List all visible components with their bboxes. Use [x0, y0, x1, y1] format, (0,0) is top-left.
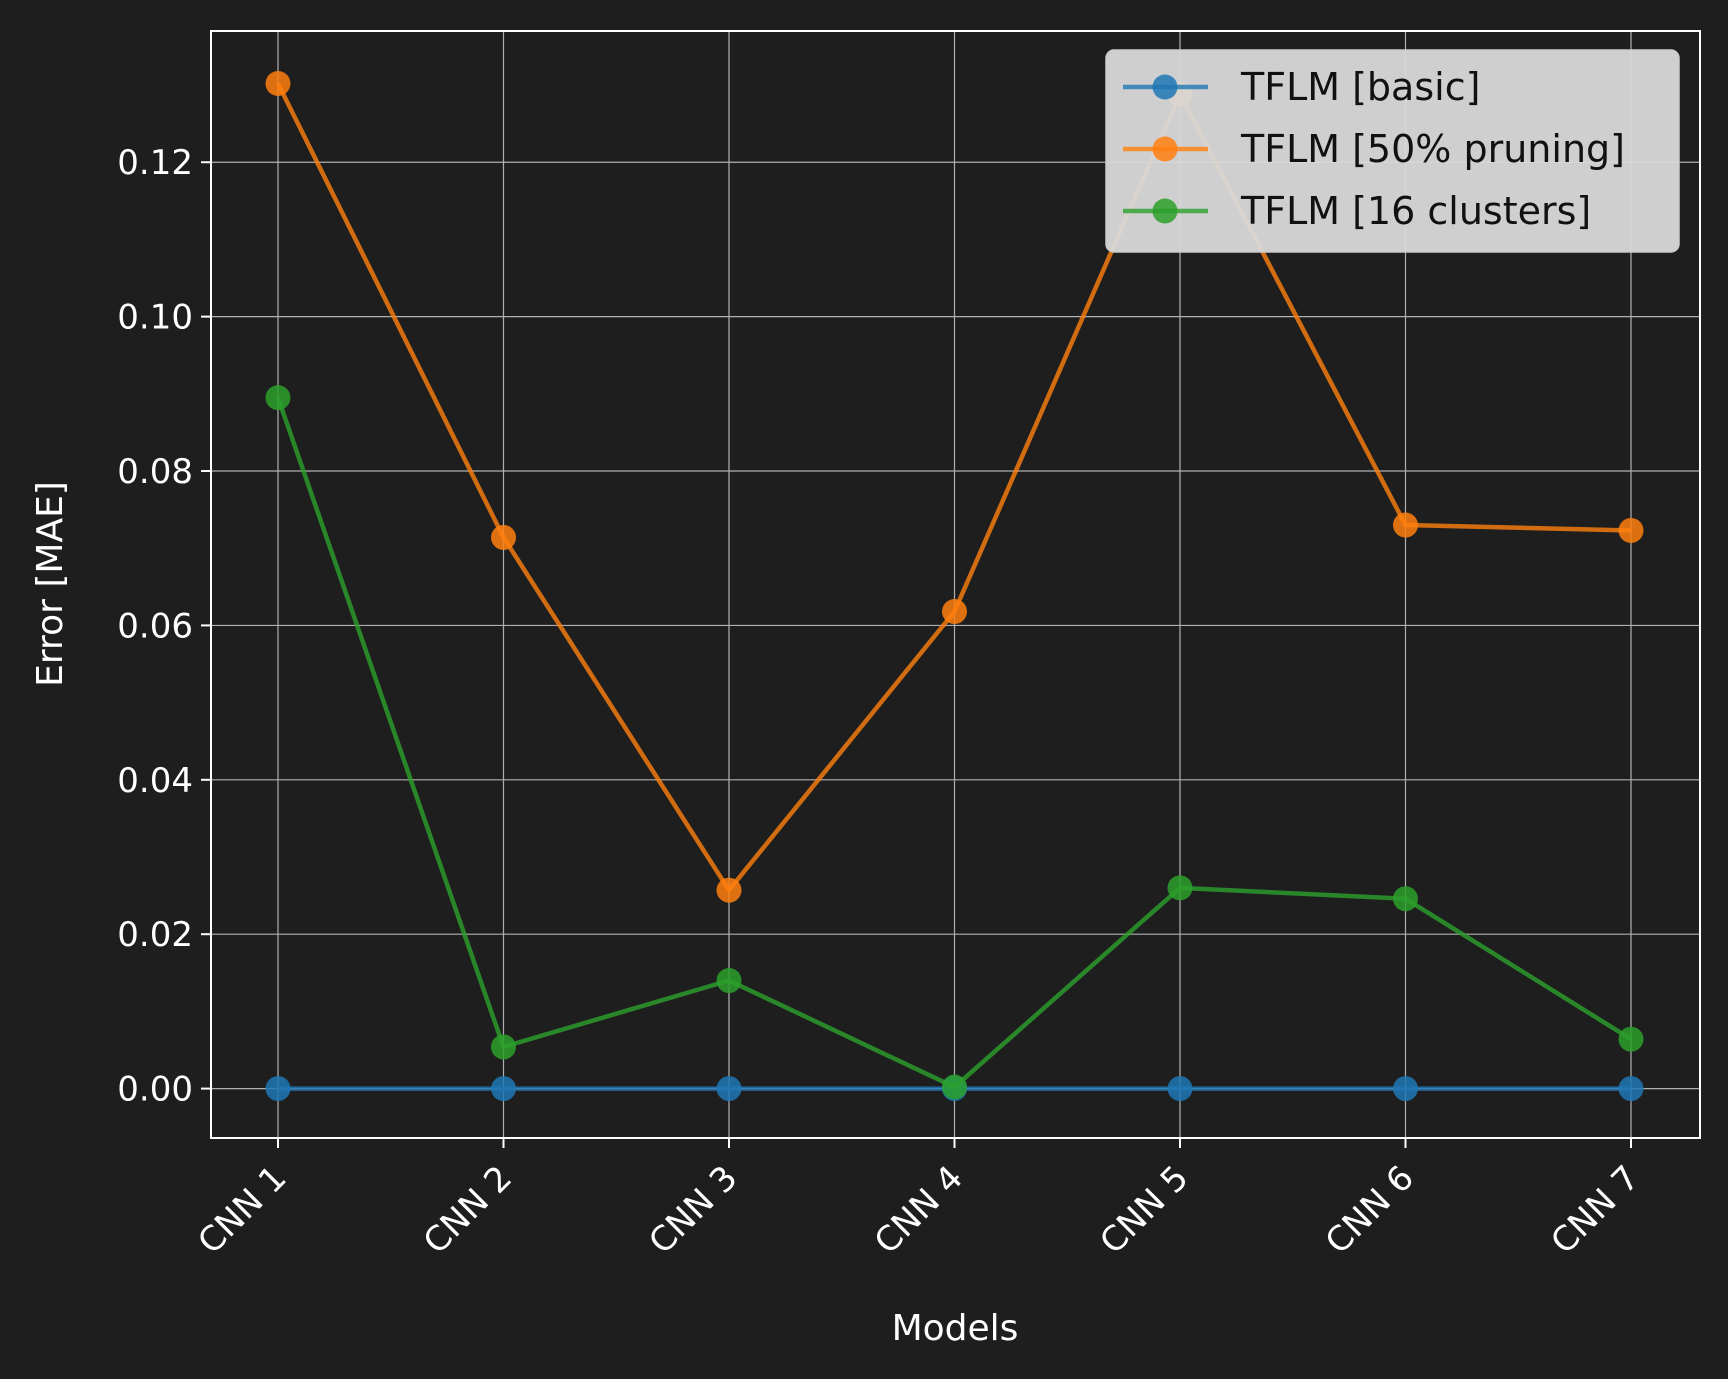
y-tick-label: 0.06 — [117, 606, 193, 646]
data-point — [491, 524, 516, 550]
y-tick-label: 0.12 — [117, 143, 193, 183]
data-point — [716, 1076, 742, 1102]
y-tick-label: 0.00 — [117, 1070, 193, 1110]
legend-label: TFLM [50% pruning] — [1240, 127, 1625, 171]
legend-marker — [1152, 136, 1178, 162]
x-axis-label: Models — [892, 1308, 1019, 1349]
grid — [211, 31, 1700, 1138]
series-2 — [265, 385, 1644, 1100]
data-point — [1393, 512, 1418, 538]
data-point — [1618, 1026, 1644, 1052]
legend-entry: TFLM [50% pruning] — [1123, 127, 1625, 171]
legend-entry: TFLM [16 clusters] — [1123, 189, 1591, 233]
y-axis-label: Error [MAE] — [30, 481, 71, 687]
y-tick-label: 0.08 — [117, 452, 193, 492]
y-tick-label: 0.10 — [117, 298, 193, 338]
legend-marker — [1152, 74, 1178, 100]
legend: TFLM [basic] TFLM [50% pruning] TFLM [16 c… — [1105, 49, 1680, 253]
legend-label: TFLM [basic] — [1240, 65, 1480, 109]
data-point — [265, 385, 291, 411]
data-point — [1393, 886, 1418, 912]
data-point — [265, 1076, 291, 1102]
data-point — [1167, 1076, 1193, 1102]
y-tick-label: 0.04 — [117, 761, 193, 801]
y-axis: 0.00 0.02 0.04 0.06 0.08 0.10 0.12 — [117, 143, 211, 1110]
data-point — [1393, 1076, 1418, 1102]
legend-entry: TFLM [basic] — [1123, 65, 1480, 109]
data-point — [1167, 875, 1193, 901]
legend-marker — [1152, 198, 1178, 224]
data-point — [942, 599, 967, 625]
data-point — [716, 968, 742, 994]
legend-label: TFLM [16 clusters] — [1240, 189, 1591, 233]
y-tick-label: 0.02 — [117, 915, 193, 955]
data-point — [942, 1074, 967, 1100]
data-point — [716, 877, 742, 903]
data-point — [1618, 517, 1644, 543]
data-point — [1618, 1076, 1644, 1102]
data-point — [265, 70, 291, 96]
data-point — [491, 1034, 516, 1060]
legend-box — [1105, 49, 1680, 253]
data-point — [491, 1076, 516, 1102]
